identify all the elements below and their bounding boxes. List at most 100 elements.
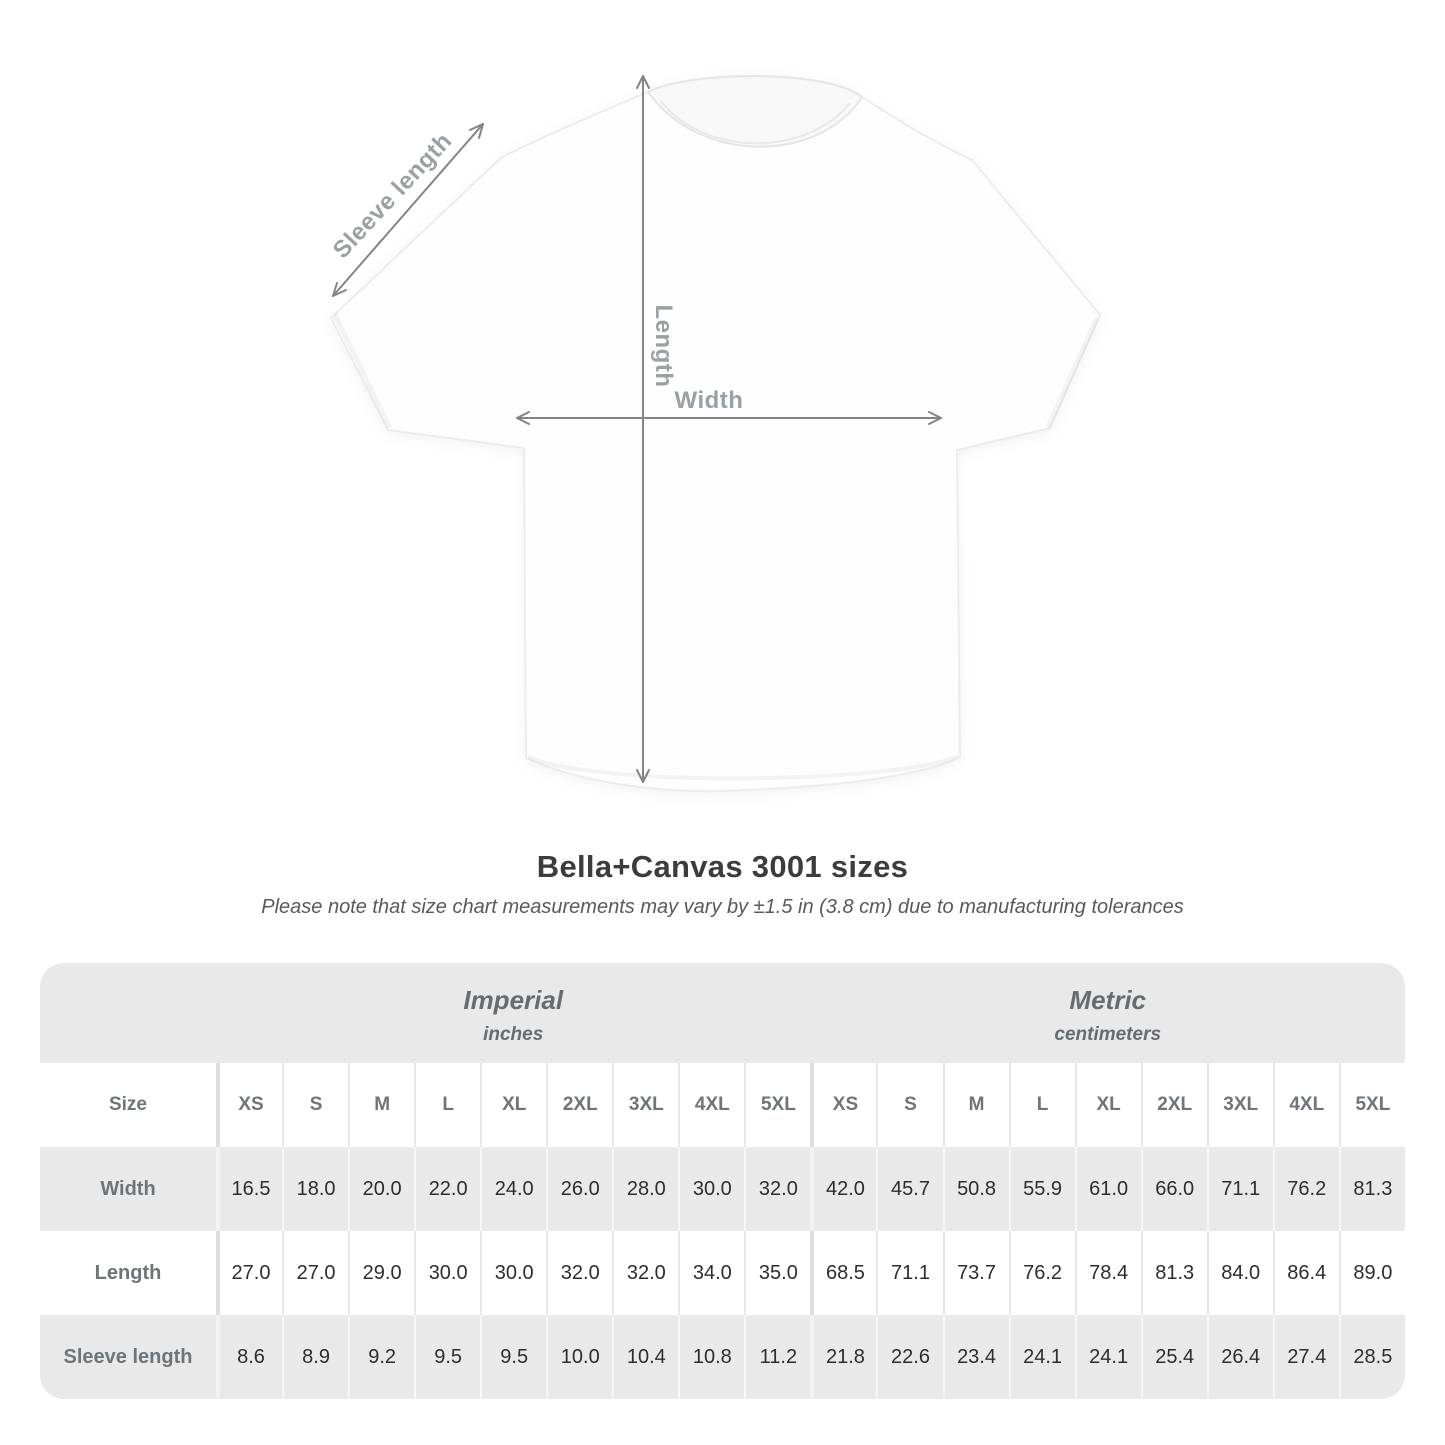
- cell-length-metric-4xl: 86.4: [1272, 1231, 1339, 1315]
- cell-length-metric-5xl: 89.0: [1338, 1231, 1405, 1315]
- metric-title: Metric: [1069, 984, 1146, 1015]
- cell-width-metric-4xl: 76.2: [1272, 1147, 1339, 1231]
- cell-sleeve-length-metric-5xl: 28.5: [1338, 1315, 1405, 1399]
- size-header-metric-xl: XL: [1074, 1063, 1141, 1147]
- cell-sleeve-length-imperial-2xl: 10.0: [546, 1315, 613, 1399]
- cell-width-imperial-l: 22.0: [414, 1147, 481, 1231]
- size-header-imperial-l: L: [414, 1063, 481, 1147]
- tshirt-collar-seam: [660, 100, 851, 145]
- width-arrow: [516, 411, 942, 425]
- cell-length-metric-2xl: 81.3: [1140, 1231, 1207, 1315]
- tshirt-collar: [646, 75, 864, 148]
- imperial-header: Imperial inches: [216, 963, 811, 1063]
- cell-width-metric-3xl: 71.1: [1206, 1147, 1273, 1231]
- size-header-imperial-2xl: 2XL: [546, 1063, 613, 1147]
- size-header-metric-4xl: 4XL: [1272, 1063, 1339, 1147]
- length-arrow: [636, 75, 650, 783]
- metric-header: Metric centimeters: [810, 963, 1405, 1063]
- cell-width-imperial-m: 20.0: [348, 1147, 415, 1231]
- size-header-metric-5xl: 5XL: [1338, 1063, 1405, 1147]
- cell-width-metric-5xl: 81.3: [1338, 1147, 1405, 1231]
- unit-band-corner: [40, 963, 216, 1063]
- size-header-imperial-m: M: [348, 1063, 415, 1147]
- cell-width-metric-s: 45.7: [876, 1147, 943, 1231]
- tshirt-hem-shade: [527, 754, 959, 781]
- imperial-unit: inches: [483, 1023, 544, 1045]
- cell-width-metric-xs: 42.0: [810, 1147, 877, 1231]
- cell-sleeve-length-imperial-xl: 9.5: [480, 1315, 547, 1399]
- size-table: Imperial inches Metric centimeters Size …: [40, 963, 1405, 1399]
- metric-unit: centimeters: [1054, 1023, 1162, 1045]
- cell-sleeve-length-imperial-m: 9.2: [348, 1315, 415, 1399]
- cell-width-imperial-3xl: 28.0: [612, 1147, 679, 1231]
- size-header-imperial-3xl: 3XL: [612, 1063, 679, 1147]
- cell-length-imperial-m: 29.0: [348, 1231, 415, 1315]
- cell-length-imperial-xl: 30.0: [480, 1231, 547, 1315]
- cell-width-imperial-2xl: 26.0: [546, 1147, 613, 1231]
- cell-sleeve-length-metric-l: 24.1: [1008, 1315, 1075, 1399]
- cell-sleeve-length-imperial-3xl: 10.4: [612, 1315, 679, 1399]
- cell-width-imperial-4xl: 30.0: [678, 1147, 745, 1231]
- cell-width-imperial-xs: 16.5: [216, 1147, 283, 1231]
- size-header-imperial-xl: XL: [480, 1063, 547, 1147]
- cell-sleeve-length-metric-4xl: 27.4: [1272, 1315, 1339, 1399]
- size-column-header: Size: [40, 1063, 216, 1147]
- cell-sleeve-length-metric-xl: 24.1: [1074, 1315, 1141, 1399]
- tshirt-left-cuff-shade: [332, 313, 393, 430]
- row-label: Width: [40, 1147, 216, 1231]
- size-header-row: Size XS S M L XL 2XL 3XL 4XL 5XL XS S M L XL 2XL 3XL 4XL…: [40, 1063, 1405, 1147]
- row-label: Length: [40, 1231, 216, 1315]
- cell-sleeve-length-imperial-l: 9.5: [414, 1315, 481, 1399]
- size-header-metric-2xl: 2XL: [1140, 1063, 1207, 1147]
- size-header-imperial-xs: XS: [216, 1063, 283, 1147]
- cell-sleeve-length-metric-s: 22.6: [876, 1315, 943, 1399]
- cell-width-metric-xl: 61.0: [1074, 1147, 1141, 1231]
- cell-width-imperial-s: 18.0: [282, 1147, 349, 1231]
- cell-length-metric-xl: 78.4: [1074, 1231, 1141, 1315]
- cell-width-metric-l: 55.9: [1008, 1147, 1075, 1231]
- tolerance-note: Please note that size chart measurements…: [261, 896, 1184, 918]
- cell-length-imperial-4xl: 34.0: [678, 1231, 745, 1315]
- size-header-metric-3xl: 3XL: [1206, 1063, 1273, 1147]
- size-header-metric-s: S: [876, 1063, 943, 1147]
- cell-width-metric-2xl: 66.0: [1140, 1147, 1207, 1231]
- tshirt-body: [329, 75, 1102, 793]
- cell-length-imperial-s: 27.0: [282, 1231, 349, 1315]
- size-header-imperial-s: S: [282, 1063, 349, 1147]
- cell-length-metric-xs: 68.5: [810, 1231, 877, 1315]
- size-header-metric-xs: XS: [810, 1063, 877, 1147]
- cell-sleeve-length-metric-2xl: 25.4: [1140, 1315, 1207, 1399]
- row-label: Sleeve length: [40, 1315, 216, 1399]
- page-title: Bella+Canvas 3001 sizes: [536, 849, 909, 884]
- cell-length-imperial-2xl: 32.0: [546, 1231, 613, 1315]
- width-label: Width: [674, 387, 744, 414]
- cell-length-metric-l: 76.2: [1008, 1231, 1075, 1315]
- cell-sleeve-length-imperial-5xl: 11.2: [744, 1315, 811, 1399]
- cell-width-imperial-xl: 24.0: [480, 1147, 547, 1231]
- cell-sleeve-length-imperial-xs: 8.6: [216, 1315, 283, 1399]
- tshirt-right-cuff-shade: [1045, 316, 1100, 429]
- cell-sleeve-length-metric-xs: 21.8: [810, 1315, 877, 1399]
- sleeve-length-arrow: [332, 123, 484, 297]
- cell-length-imperial-3xl: 32.0: [612, 1231, 679, 1315]
- tshirt-illustration: [329, 75, 1102, 793]
- table-row-width: Width 16.5 18.0 20.0 22.0 24.0 26.0 28.0 30.0 32.…: [40, 1147, 1405, 1231]
- cell-length-imperial-xs: 27.0: [216, 1231, 283, 1315]
- table-row-length: Length 27.0 27.0 29.0 30.0 30.0 32.0 32.0 34.0 35…: [40, 1231, 1405, 1315]
- cell-width-metric-m: 50.8: [942, 1147, 1009, 1231]
- cell-sleeve-length-imperial-s: 8.9: [282, 1315, 349, 1399]
- cell-sleeve-length-metric-3xl: 26.4: [1206, 1315, 1273, 1399]
- unit-header-row: Imperial inches Metric centimeters: [40, 963, 1405, 1063]
- imperial-title: Imperial: [463, 984, 564, 1015]
- cell-length-metric-3xl: 84.0: [1206, 1231, 1273, 1315]
- size-header-metric-l: L: [1008, 1063, 1075, 1147]
- size-header-imperial-5xl: 5XL: [744, 1063, 811, 1147]
- cell-length-imperial-l: 30.0: [414, 1231, 481, 1315]
- cell-length-metric-s: 71.1: [876, 1231, 943, 1315]
- cell-width-imperial-5xl: 32.0: [744, 1147, 811, 1231]
- cell-length-imperial-5xl: 35.0: [744, 1231, 811, 1315]
- cell-sleeve-length-imperial-4xl: 10.8: [678, 1315, 745, 1399]
- cell-sleeve-length-metric-m: 23.4: [942, 1315, 1009, 1399]
- table-row-sleeve-length: Sleeve length 8.6 8.9 9.2 9.5 9.5 10.0 10.4 10.8…: [40, 1315, 1405, 1399]
